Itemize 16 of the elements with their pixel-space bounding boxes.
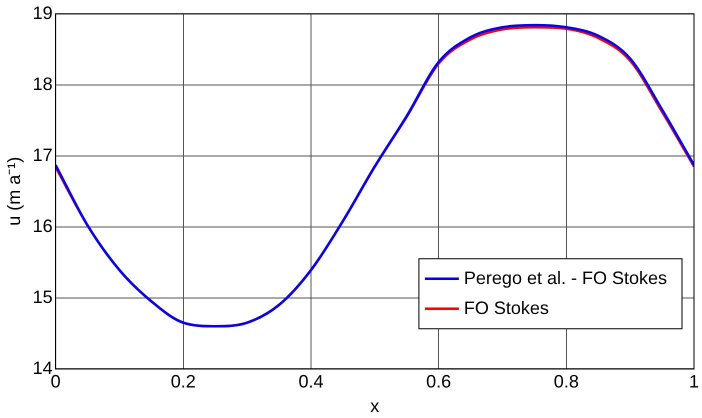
y-tick-label: 15 — [32, 286, 53, 307]
x-tick-label: 0.4 — [298, 372, 324, 392]
y-tick-label: 14 — [32, 358, 53, 378]
x-tick-label: 0 — [50, 372, 61, 392]
x-tick-label: 0.2 — [170, 372, 196, 392]
y-axis-title: u (m a⁻¹) — [4, 156, 24, 226]
y-tick-label: 18 — [32, 74, 53, 94]
legend-label: FO Stokes — [464, 298, 549, 318]
x-tick-label: 1 — [688, 372, 699, 392]
x-tick-label: 0.6 — [426, 372, 452, 392]
legend-label: Perego et al. - FO Stokes — [464, 268, 667, 288]
y-tick-label: 16 — [32, 216, 53, 236]
y-tick-label: 19 — [32, 2, 53, 23]
x-axis-title: x — [370, 396, 380, 416]
y-tick-label: 17 — [32, 144, 53, 165]
x-tick-label: 0.8 — [554, 372, 579, 392]
